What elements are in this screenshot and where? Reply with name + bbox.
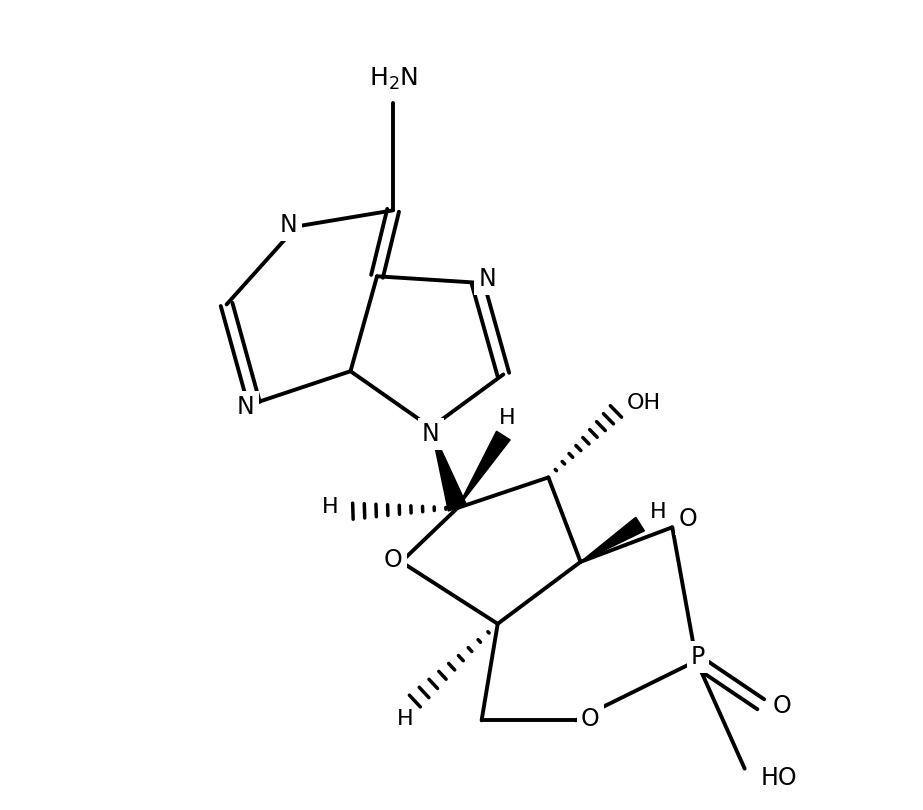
Text: N: N (280, 213, 297, 237)
Text: O: O (773, 694, 791, 718)
Text: HO: HO (761, 766, 797, 791)
Text: N: N (237, 395, 255, 420)
Text: O: O (679, 507, 698, 531)
Text: O: O (679, 507, 698, 531)
Text: OH: OH (627, 394, 661, 413)
Text: O: O (384, 548, 402, 572)
Text: O: O (773, 694, 791, 718)
Text: N: N (478, 266, 497, 291)
Text: N: N (280, 213, 297, 237)
Text: H: H (650, 502, 666, 522)
Text: H: H (322, 497, 339, 517)
Polygon shape (581, 518, 644, 562)
Text: O: O (384, 548, 402, 572)
Text: N: N (422, 422, 439, 446)
Polygon shape (431, 428, 467, 511)
Text: P: P (691, 645, 705, 669)
Text: P: P (691, 645, 705, 669)
Text: N: N (478, 266, 497, 291)
Text: H: H (397, 709, 414, 729)
Polygon shape (458, 431, 510, 508)
Text: O: O (581, 707, 600, 731)
Text: O: O (581, 707, 600, 731)
Text: N: N (422, 422, 439, 446)
Text: H$_2$N: H$_2$N (368, 66, 418, 92)
Text: H: H (499, 408, 516, 428)
Text: N: N (237, 395, 255, 420)
